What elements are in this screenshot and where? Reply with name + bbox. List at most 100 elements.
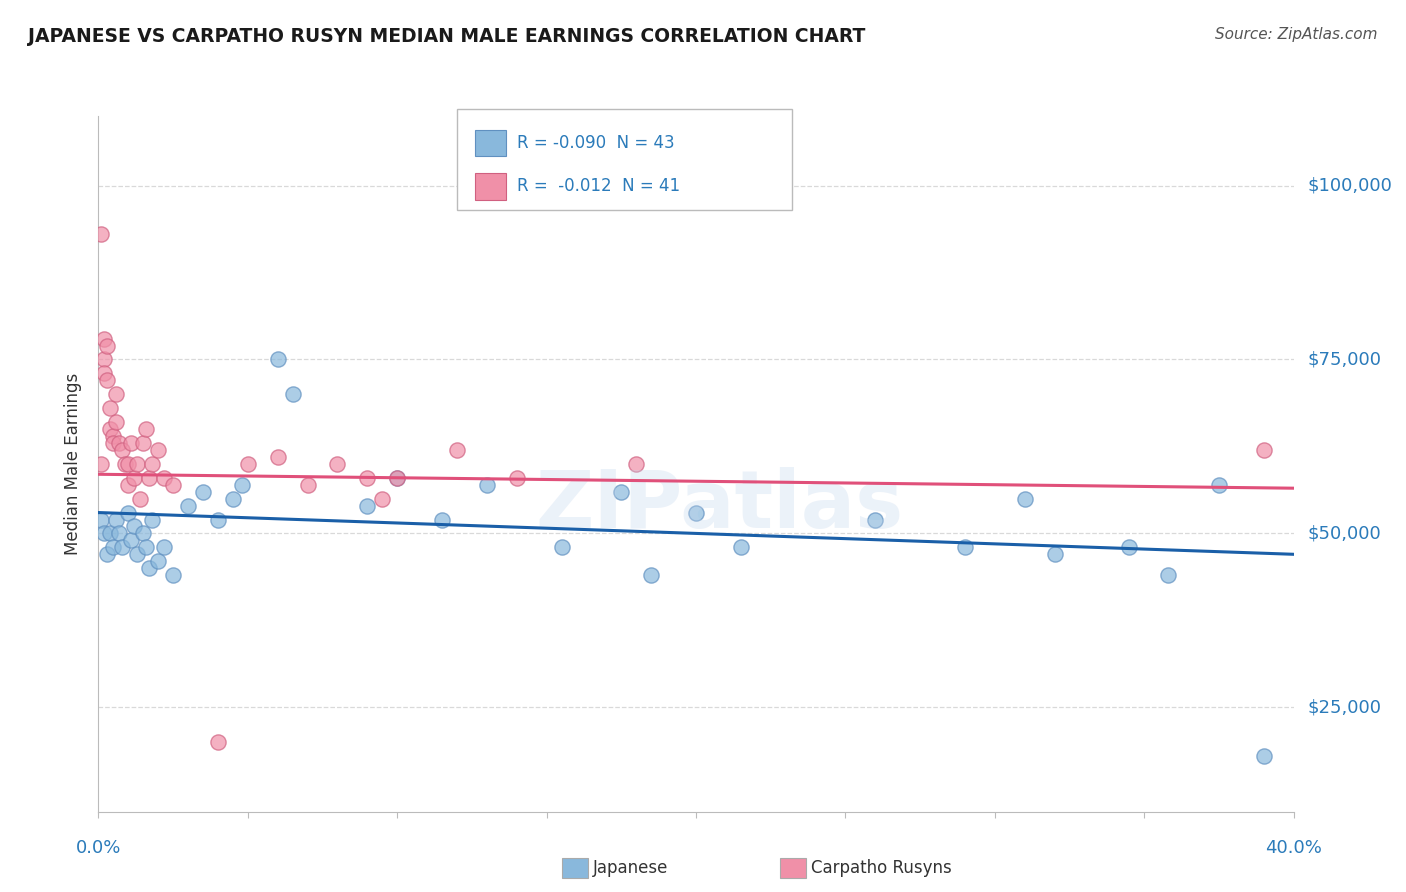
Point	[865, 512, 887, 526]
Point	[430, 512, 453, 526]
Point	[96, 338, 118, 352]
Text: Source: ZipAtlas.com: Source: ZipAtlas.com	[1215, 27, 1378, 42]
Text: $50,000: $50,000	[1308, 524, 1381, 542]
Point	[129, 491, 152, 506]
Point	[135, 541, 157, 555]
Point	[124, 471, 146, 485]
FancyBboxPatch shape	[457, 109, 792, 210]
Text: 0.0%: 0.0%	[76, 839, 121, 857]
Bar	[475, 130, 506, 156]
Point	[153, 541, 176, 555]
Point	[1208, 477, 1230, 491]
Point	[281, 387, 304, 401]
Point	[550, 541, 572, 555]
Point	[141, 512, 163, 526]
Point	[105, 512, 128, 526]
Point	[1043, 547, 1066, 561]
Point	[162, 568, 184, 582]
Text: 40.0%: 40.0%	[1265, 839, 1322, 857]
Point	[93, 352, 115, 367]
Point	[1014, 491, 1036, 506]
Point	[105, 415, 128, 429]
Point	[371, 491, 394, 506]
Text: R =  -0.012  N = 41: R = -0.012 N = 41	[517, 177, 681, 194]
Text: ZIPatlas: ZIPatlas	[536, 467, 904, 545]
Point	[222, 491, 245, 506]
Point	[120, 533, 142, 548]
Point	[90, 512, 112, 526]
Point	[90, 457, 112, 471]
Point	[138, 471, 160, 485]
Point	[385, 471, 409, 485]
Point	[117, 477, 139, 491]
Point	[207, 735, 229, 749]
Point	[1253, 442, 1275, 457]
Point	[108, 436, 131, 450]
Point	[385, 471, 409, 485]
Point	[153, 471, 176, 485]
Point	[231, 477, 253, 491]
Point	[1157, 568, 1180, 582]
Point	[326, 457, 349, 471]
Point	[93, 367, 115, 381]
Point	[98, 401, 122, 416]
Point	[1118, 541, 1140, 555]
Point	[297, 477, 319, 491]
Point	[111, 442, 134, 457]
Y-axis label: Median Male Earnings: Median Male Earnings	[65, 373, 83, 555]
Text: Japanese: Japanese	[593, 859, 669, 877]
Point	[610, 484, 633, 499]
Point	[624, 457, 647, 471]
Point	[475, 477, 498, 491]
Point	[132, 436, 155, 450]
Point	[132, 526, 155, 541]
Point	[103, 429, 125, 443]
Point	[267, 450, 290, 464]
Point	[148, 554, 170, 568]
Point	[117, 506, 139, 520]
Point	[124, 519, 146, 533]
Text: Carpatho Rusyns: Carpatho Rusyns	[811, 859, 952, 877]
Bar	[475, 173, 506, 200]
Point	[191, 484, 214, 499]
Point	[96, 547, 118, 561]
Point	[356, 471, 378, 485]
Point	[685, 506, 707, 520]
Point	[103, 541, 125, 555]
Point	[114, 457, 136, 471]
Point	[93, 332, 115, 346]
Point	[127, 457, 149, 471]
Point	[356, 499, 378, 513]
Point	[267, 352, 290, 367]
Point	[730, 541, 752, 555]
Point	[141, 457, 163, 471]
Point	[98, 422, 122, 436]
Point	[127, 547, 149, 561]
Point	[103, 436, 125, 450]
Point	[640, 568, 662, 582]
Point	[138, 561, 160, 575]
Point	[117, 457, 139, 471]
Point	[105, 387, 128, 401]
Text: R = -0.090  N = 43: R = -0.090 N = 43	[517, 134, 675, 152]
Point	[506, 471, 529, 485]
Text: $25,000: $25,000	[1308, 698, 1382, 716]
Point	[148, 442, 170, 457]
Point	[108, 526, 131, 541]
Text: JAPANESE VS CARPATHO RUSYN MEDIAN MALE EARNINGS CORRELATION CHART: JAPANESE VS CARPATHO RUSYN MEDIAN MALE E…	[28, 27, 866, 45]
Point	[446, 442, 468, 457]
Point	[162, 477, 184, 491]
Point	[1253, 749, 1275, 764]
Point	[111, 541, 134, 555]
Point	[177, 499, 200, 513]
Point	[90, 227, 112, 242]
Text: $100,000: $100,000	[1308, 177, 1392, 194]
Point	[236, 457, 259, 471]
Point	[207, 512, 229, 526]
Point	[953, 541, 976, 555]
Text: $75,000: $75,000	[1308, 351, 1382, 368]
Point	[135, 422, 157, 436]
Point	[98, 526, 122, 541]
Point	[96, 373, 118, 387]
Point	[93, 526, 115, 541]
